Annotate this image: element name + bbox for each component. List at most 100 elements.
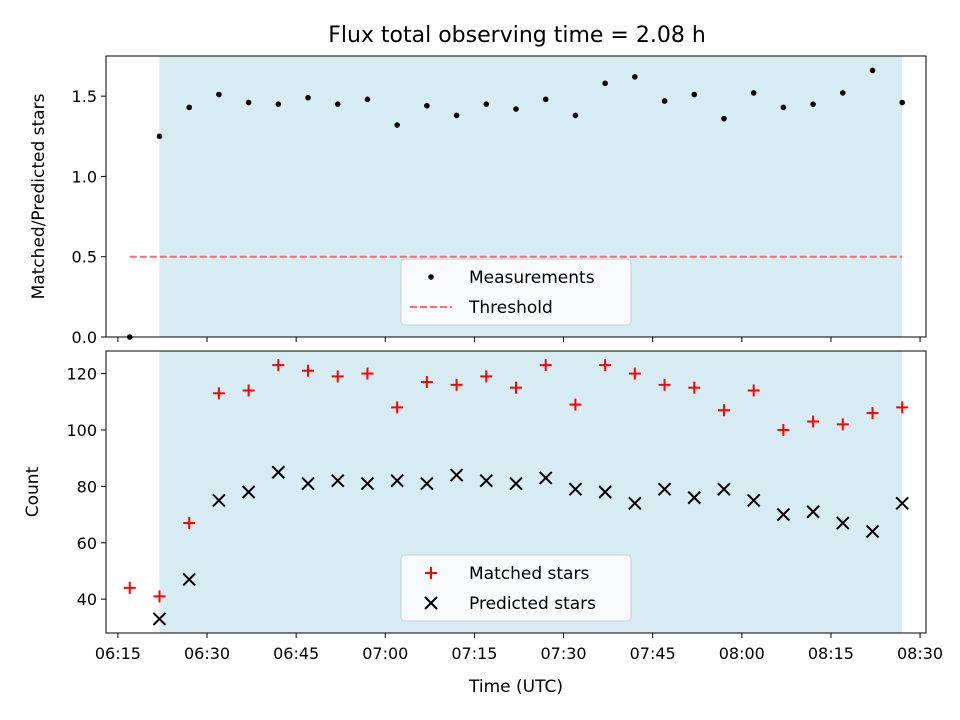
matched-star-point <box>807 415 820 428</box>
matched-star-point <box>183 517 196 530</box>
matched-star-point <box>480 370 493 383</box>
bottom-y-tick-label: 80 <box>77 477 97 496</box>
predicted-star-point <box>360 476 375 491</box>
measurement-point <box>721 115 727 122</box>
predicted-star-point <box>449 468 464 482</box>
top-panel: 0.0 0.5 1.0 1.5 Matched/Predicted stars Mea… <box>29 55 927 347</box>
matched-star-point <box>212 387 225 400</box>
predicted-star-point <box>657 482 672 496</box>
matched-star-point <box>658 378 671 391</box>
matched-star-point <box>450 378 463 391</box>
measurement-point <box>305 94 311 101</box>
x-tick-label: 08:15 <box>808 644 854 663</box>
measurement-point <box>513 106 519 112</box>
measurement-point <box>632 74 638 80</box>
measurement-point <box>691 91 698 98</box>
measurement-point <box>780 104 787 111</box>
x-tick-label: 08:00 <box>719 644 765 663</box>
predicted-star-point <box>241 485 256 499</box>
predicted-star-point <box>479 474 493 488</box>
matched-star-point <box>836 418 849 431</box>
predicted-star-point <box>806 505 820 519</box>
measurement-point <box>364 96 371 103</box>
bottom-y-tick-label: 40 <box>77 590 97 609</box>
top-y-tick-label: 0.5 <box>72 248 97 267</box>
measurement-point <box>840 90 846 96</box>
top-y-axis-label: Matched/Predicted stars <box>29 93 49 299</box>
chart-title: Flux total observing time = 2.08 h <box>328 23 706 48</box>
measurement-point <box>186 104 192 111</box>
x-tick-label: 06:30 <box>184 644 230 663</box>
predicted-star-point <box>182 572 196 587</box>
legend-threshold-label: Threshold <box>468 298 553 318</box>
top-y-tick-label: 0.0 <box>72 328 97 347</box>
predicted-star-point <box>568 482 583 496</box>
predicted-star-point <box>628 496 642 510</box>
top-y-tick-label: 1.5 <box>72 87 97 106</box>
matched-star-point <box>420 376 433 389</box>
predicted-star-point <box>687 490 701 505</box>
measurement-point <box>275 101 282 107</box>
matched-star-point <box>599 359 612 372</box>
measurement-point <box>542 96 549 103</box>
bottom-legend-box <box>400 554 632 622</box>
predicted-star-point <box>509 476 523 491</box>
matched-star-point <box>747 384 760 397</box>
measurement-point <box>869 67 876 74</box>
matched-star-point <box>153 590 166 603</box>
matched-star-point <box>717 404 730 417</box>
legend-measurements-label: Measurements <box>469 268 595 288</box>
predicted-star-point <box>836 516 850 530</box>
predicted-star-point <box>390 474 404 488</box>
measurement-point <box>899 99 906 106</box>
predicted-stars-points <box>152 465 909 626</box>
matched-star-point <box>777 423 790 436</box>
legend-matched-label: Matched stars <box>469 564 589 584</box>
measurement-point <box>394 122 400 128</box>
top-y-ticks: 0.0 0.5 1.0 1.5 <box>72 87 106 347</box>
x-tick-label: 07:45 <box>630 644 676 663</box>
x-tick-label: 07:00 <box>362 644 408 663</box>
predicted-star-point <box>717 482 731 496</box>
legend-matched-marker <box>425 567 437 579</box>
top-axes-frame <box>105 55 927 338</box>
top-legend: Measurements Threshold <box>400 258 632 326</box>
legend-predicted-label: Predicted stars <box>469 594 596 614</box>
measurement-point <box>483 101 490 107</box>
measurement-point <box>661 98 668 104</box>
matched-star-point <box>391 401 404 414</box>
matched-stars-points <box>123 359 909 603</box>
matched-star-point <box>272 359 285 372</box>
predicted-star-point <box>301 476 315 491</box>
bottom-y-axis-label: Count <box>23 466 43 517</box>
measurement-point <box>572 112 579 119</box>
matched-star-point <box>361 367 374 380</box>
matched-star-point <box>302 364 315 377</box>
x-axis-label: Time (UTC) <box>468 677 563 697</box>
bottom-y-tick-label: 100 <box>66 421 97 440</box>
matched-star-point <box>628 367 641 380</box>
measurement-point <box>245 99 252 106</box>
bottom-y-tick-label: 120 <box>66 365 97 384</box>
bottom-legend: Matched stars Predicted stars <box>400 554 632 622</box>
predicted-star-point <box>212 493 226 508</box>
predicted-star-point <box>152 612 167 626</box>
measurement-point <box>810 101 816 107</box>
predicted-star-point <box>598 485 612 499</box>
matched-star-point <box>539 359 552 372</box>
measurement-point <box>216 91 222 98</box>
matched-star-point <box>688 381 701 394</box>
top-legend-box <box>400 258 632 326</box>
measurement-points <box>126 67 906 340</box>
matched-star-point <box>123 581 136 594</box>
top-y-tick-label: 1.0 <box>72 167 97 186</box>
x-tick-label: 06:15 <box>95 644 141 663</box>
measurement-point <box>453 112 460 119</box>
predicted-star-point <box>420 476 434 491</box>
bottom-panel: 40 60 80 100 120 06:15 06:30 06:45 07:00 07:15 07… <box>23 350 943 697</box>
legend-measurements-marker <box>428 274 434 280</box>
matched-star-point <box>510 381 522 394</box>
measurement-point <box>334 101 341 107</box>
bottom-x-ticks: 06:15 06:30 06:45 07:00 07:15 07:30 07:45 08:00… <box>95 633 943 663</box>
